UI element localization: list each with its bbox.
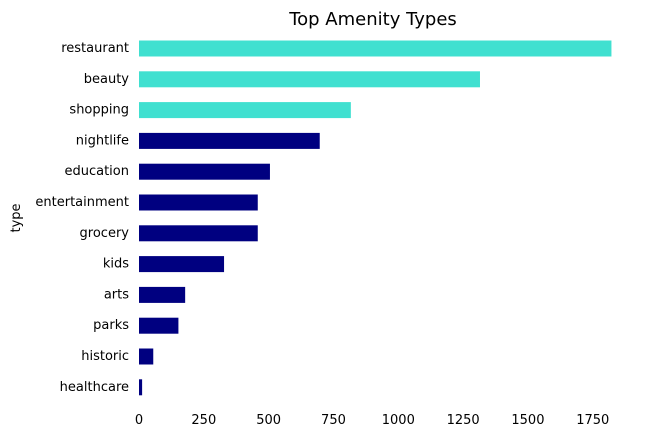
y-tick-label-historic: historic (81, 349, 129, 364)
y-tick-label-education: education (64, 164, 129, 179)
y-tick-label-nightlife: nightlife (76, 133, 129, 148)
y-tick-label-beauty: beauty (84, 72, 130, 87)
y-tick-label-shopping: shopping (69, 103, 129, 118)
x-tick-label-1000: 1000 (382, 413, 415, 428)
bar-education (139, 163, 270, 180)
bar-entertainment (139, 194, 258, 211)
bar-parks (139, 317, 179, 334)
bar-beauty (139, 71, 480, 88)
y-axis-label: type (9, 203, 24, 232)
y-tick-label-parks: parks (93, 318, 129, 333)
bar-kids (139, 256, 225, 273)
y-tick-label-restaurant: restaurant (61, 41, 129, 56)
x-tick-label-0: 0 (135, 413, 143, 428)
x-tick-label-1750: 1750 (576, 413, 609, 428)
x-tick-label-750: 750 (321, 413, 346, 428)
y-tick-label-entertainment: entertainment (35, 195, 129, 210)
bar-historic (139, 348, 154, 365)
x-tick-label-1250: 1250 (447, 413, 480, 428)
bar-arts (139, 286, 186, 303)
bar-restaurant (139, 40, 612, 57)
bar-nightlife (139, 132, 320, 149)
y-tick-label-grocery: grocery (80, 226, 130, 241)
y-tick-labels: restaurant beauty shopping nightlife educati… (35, 41, 129, 395)
x-tick-label-1500: 1500 (511, 413, 544, 428)
x-tick-label-500: 500 (256, 413, 281, 428)
chart-title: Top Amenity Types (288, 9, 457, 30)
bars-group (139, 40, 612, 396)
y-tick-label-healthcare: healthcare (60, 380, 129, 395)
bar-healthcare (139, 379, 143, 396)
y-tick-label-arts: arts (104, 287, 129, 302)
y-tick-label-kids: kids (103, 257, 129, 272)
x-tick-label-250: 250 (191, 413, 216, 428)
bar-grocery (139, 225, 258, 242)
x-tick-labels: 0 250 500 750 1000 1250 1500 1750 (135, 413, 609, 428)
bar-shopping (139, 102, 351, 119)
